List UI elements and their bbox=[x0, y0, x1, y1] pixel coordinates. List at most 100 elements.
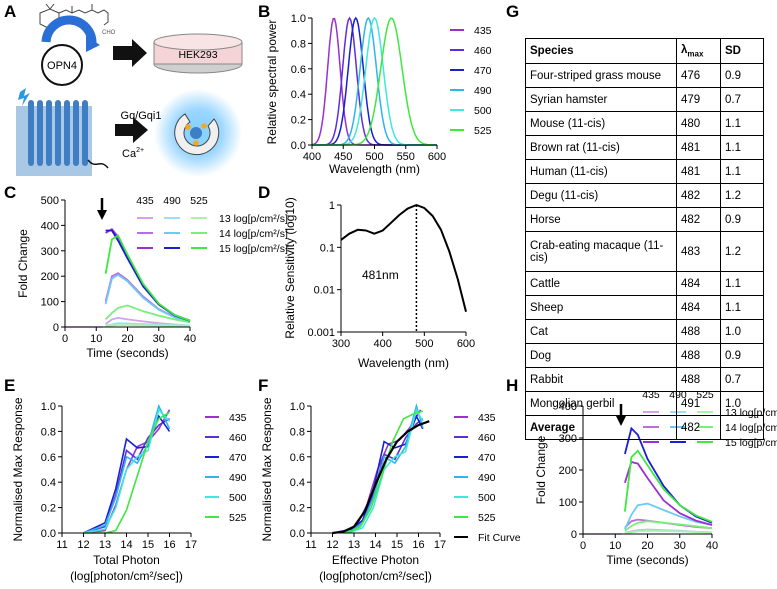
y-tick-label: 0.4 bbox=[291, 89, 306, 101]
species-cell: Sheep bbox=[526, 296, 677, 320]
x-tick-label: 20 bbox=[121, 333, 133, 345]
lambda-max-table: Species λmax SD Four-striped grass mouse… bbox=[525, 38, 764, 440]
sd-cell: 0.7 bbox=[721, 88, 764, 112]
x-tick-label: 17 bbox=[185, 539, 197, 551]
x-axis-title: Time (seconds) bbox=[606, 553, 688, 567]
y-axis-title: Fold Change bbox=[534, 435, 548, 504]
legend-row-label: 14 log[p/cm²/s] bbox=[219, 228, 288, 240]
gq-gqi1-label: Gq/Gqi1 bbox=[121, 110, 162, 122]
x-tick-label: 500 bbox=[415, 338, 433, 350]
lambda-max-cell: 491 bbox=[677, 392, 721, 416]
x-tick-label: 10 bbox=[609, 540, 621, 552]
legend-label: 470 bbox=[229, 452, 247, 464]
y-tick-label: 0 bbox=[571, 529, 577, 541]
species-cell: Mongolian gerbil bbox=[526, 392, 677, 416]
sd-cell: 1.1 bbox=[721, 112, 764, 136]
y-tick-label: 400 bbox=[41, 220, 59, 232]
table-header-row: Species λmax SD bbox=[526, 39, 764, 64]
table-row: Horse 482 0.9 bbox=[526, 208, 764, 232]
lambda-max-cell: 484 bbox=[677, 296, 721, 320]
hek293-label: HEK293 bbox=[178, 49, 217, 61]
y-tick-label: 200 bbox=[559, 465, 577, 477]
effective-photon-response-chart: 435 460 470 490 500 525 Fit Curve 11 12 13 14 15 16 1… bbox=[260, 397, 521, 583]
y-tick-label: 500 bbox=[41, 195, 59, 207]
x-axis-title: Wavelength (nm) bbox=[329, 162, 420, 176]
x-tick-label: 40 bbox=[706, 540, 718, 552]
x-tick-label: 11 bbox=[305, 539, 316, 551]
x-tick-label: 12 bbox=[326, 539, 338, 551]
legend-label: Fit Curve bbox=[478, 532, 521, 544]
legend-label: 435 bbox=[478, 412, 496, 424]
y-tick-label: 0.001 bbox=[307, 327, 335, 339]
x-tick-label: 16 bbox=[163, 539, 175, 551]
legend-label: 435 bbox=[229, 412, 247, 424]
legend-label: 525 bbox=[229, 512, 247, 524]
legend-column-label: 435 bbox=[136, 195, 154, 207]
panel-label-d: D bbox=[258, 183, 270, 202]
species-cell: Four-striped grass mouse bbox=[526, 64, 677, 88]
legend-column-label: 490 bbox=[163, 195, 181, 207]
sd-cell: 1.1 bbox=[721, 136, 764, 160]
panel-label-c: C bbox=[4, 183, 16, 202]
y-tick-label: 1.0 bbox=[41, 401, 56, 413]
lambda-max-cell: 480 bbox=[677, 112, 721, 136]
table-row: Degu (11-cis) 482 1.2 bbox=[526, 184, 764, 208]
table-row: Mongolian gerbil 491 1.0 bbox=[526, 392, 764, 416]
legend-label: 460 bbox=[478, 432, 496, 444]
x-tick-label: 600 bbox=[428, 151, 446, 163]
lambda-max-cell: 488 bbox=[677, 368, 721, 392]
average-label: Average bbox=[526, 416, 677, 440]
y-axis-title: Relative Sensitivity (log10) bbox=[283, 197, 297, 338]
average-value: 482 bbox=[677, 416, 721, 440]
species-cell: Horse bbox=[526, 208, 677, 232]
species-cell: Cat bbox=[526, 320, 677, 344]
x-tick-label: 300 bbox=[332, 338, 350, 350]
panel-label-h: H bbox=[506, 376, 518, 395]
y-axis-title: Normalised Max Response bbox=[260, 397, 274, 541]
x-axis-title: Wavelength (nm) bbox=[358, 356, 449, 370]
y-tick-label: 0.2 bbox=[41, 503, 56, 515]
y-tick-label: 0.1 bbox=[320, 242, 335, 254]
sd-cell: 0.7 bbox=[721, 368, 764, 392]
table-row: Four-striped grass mouse 476 0.9 bbox=[526, 64, 764, 88]
lambda-max-cell: 482 bbox=[677, 208, 721, 232]
sd-cell: 1.2 bbox=[721, 184, 764, 208]
x-axis-title: Effective Photon bbox=[332, 553, 419, 567]
sd-header: SD bbox=[721, 39, 764, 64]
recycle-arrow-icon bbox=[46, 20, 92, 44]
panel-label-a: A bbox=[4, 2, 16, 21]
species-cell: Crab-eating macaque (11-cis) bbox=[526, 232, 677, 272]
legend-label-470: 470 bbox=[474, 65, 492, 77]
average-row: Average 482 bbox=[526, 416, 764, 440]
legend-label: 500 bbox=[478, 492, 496, 504]
table-row: Cat 488 1.0 bbox=[526, 320, 764, 344]
lambda-max-cell: 479 bbox=[677, 88, 721, 112]
table-row: Rabbit 488 0.7 bbox=[526, 368, 764, 392]
legend-column-label: 525 bbox=[190, 195, 208, 207]
table-row: Dog 488 0.9 bbox=[526, 344, 764, 368]
x-tick-label: 0 bbox=[580, 540, 586, 552]
species-cell: Dog bbox=[526, 344, 677, 368]
peak-annotation: 481nm bbox=[362, 268, 399, 282]
lambda-max-cell: 488 bbox=[677, 344, 721, 368]
species-cell: Syrian hamster bbox=[526, 88, 677, 112]
legend-label: 470 bbox=[478, 452, 496, 464]
y-tick-label: 0.2 bbox=[291, 115, 306, 127]
y-tick-label: 300 bbox=[41, 246, 59, 258]
culture-dish-top bbox=[154, 34, 242, 50]
stimulus-arrowhead-icon bbox=[97, 210, 107, 220]
y-tick-label: 0.4 bbox=[290, 477, 305, 489]
y-tick-label: 100 bbox=[559, 497, 577, 509]
average-sd-cell bbox=[721, 416, 764, 440]
legend-label: 460 bbox=[229, 432, 247, 444]
y-tick-label: 1.0 bbox=[290, 401, 305, 413]
sensitivity-curve bbox=[341, 205, 466, 312]
y-tick-label: 0.0 bbox=[41, 528, 56, 540]
sd-cell: 1.2 bbox=[721, 232, 764, 272]
table-row: Human (11-cis) 481 1.1 bbox=[526, 160, 764, 184]
x-tick-label: 16 bbox=[412, 539, 424, 551]
legend-label: 490 bbox=[478, 472, 496, 484]
lambda-max-cell: 483 bbox=[677, 232, 721, 272]
sd-cell: 1.1 bbox=[721, 160, 764, 184]
y-tick-label: 0.8 bbox=[291, 38, 306, 50]
